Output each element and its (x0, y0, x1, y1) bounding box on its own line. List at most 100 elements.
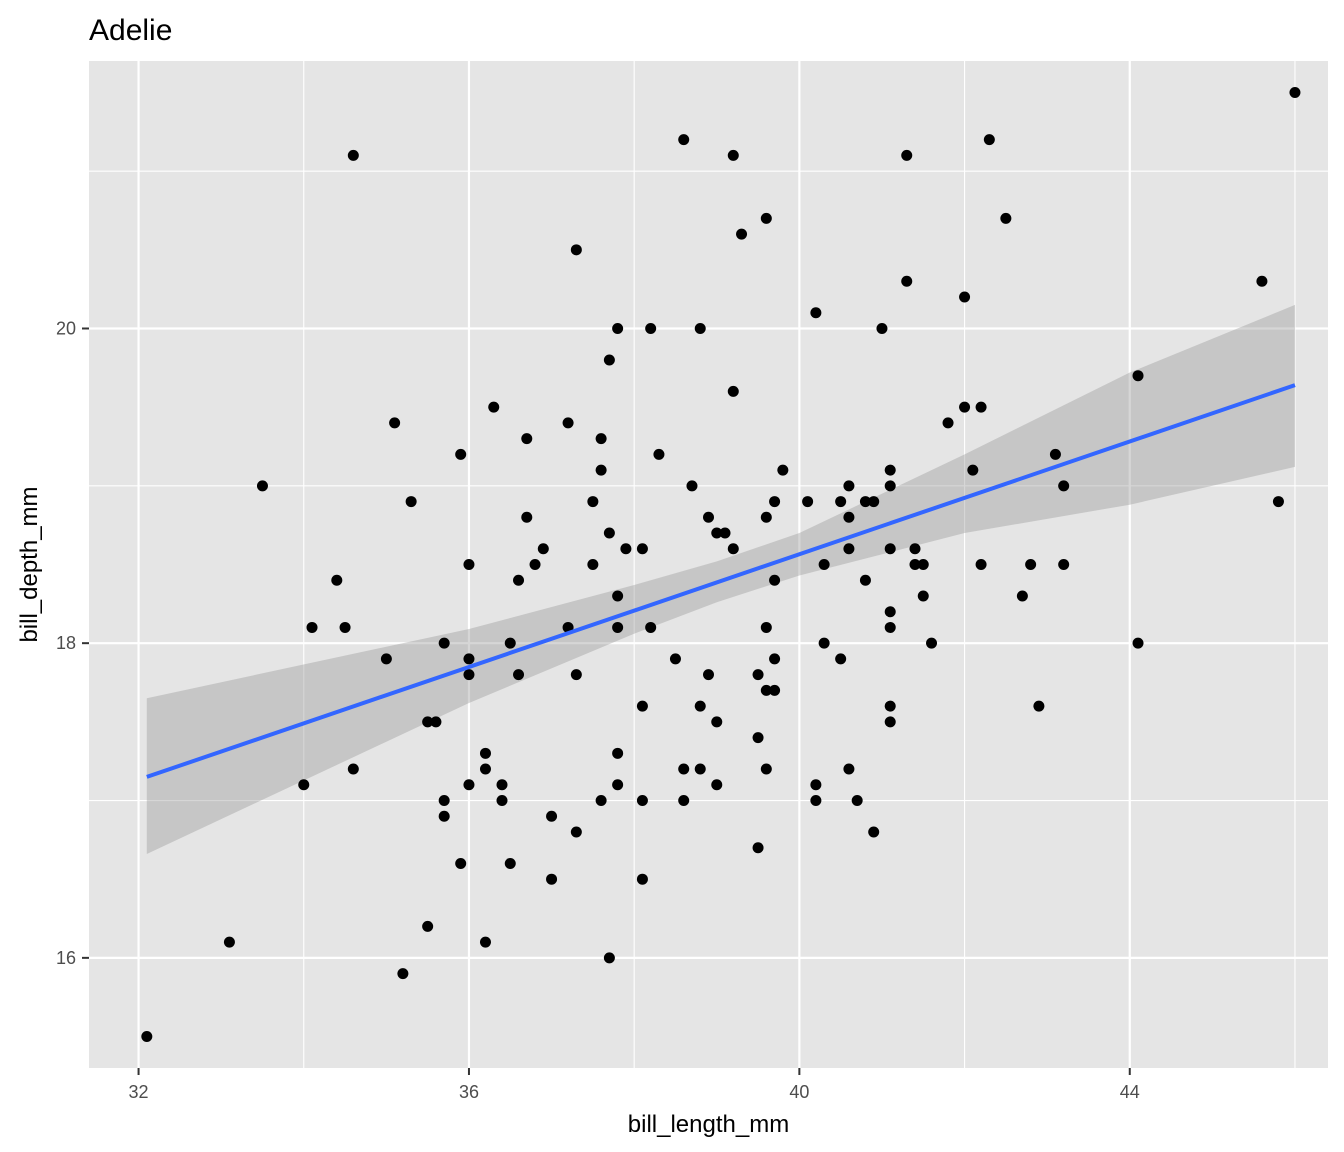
data-point (1058, 480, 1070, 492)
data-point (983, 134, 995, 146)
data-point (603, 354, 615, 366)
data-point (347, 149, 359, 161)
data-point (909, 559, 921, 570)
data-point (1058, 559, 1070, 570)
data-point (760, 684, 772, 696)
data-point (901, 149, 913, 161)
data-point (389, 417, 401, 429)
data-point (455, 857, 467, 869)
data-point (513, 669, 525, 681)
data-point (884, 700, 896, 712)
data-point (570, 244, 582, 256)
data-point (380, 653, 392, 665)
plot-panel (89, 61, 1328, 1068)
data-point (570, 669, 582, 681)
data-point (438, 795, 450, 807)
data-point (546, 810, 558, 822)
data-point (769, 496, 781, 508)
data-point (603, 952, 615, 964)
data-point (917, 559, 929, 570)
data-point (1033, 700, 1045, 712)
data-point (752, 669, 764, 681)
data-point (769, 684, 781, 696)
data-point (513, 574, 525, 586)
regression-line (146, 383, 1296, 779)
data-point (562, 417, 574, 429)
data-point (479, 936, 491, 948)
data-point (876, 322, 888, 334)
data-point (975, 559, 987, 570)
data-point (694, 322, 706, 334)
data-point (967, 464, 979, 476)
data-point (760, 763, 772, 775)
data-point (926, 637, 938, 649)
data-point (587, 496, 599, 508)
data-point (504, 637, 516, 649)
data-point (1132, 637, 1144, 649)
data-point (397, 968, 409, 980)
data-point (760, 621, 772, 633)
data-point (256, 480, 268, 492)
data-point (975, 401, 987, 413)
data-point (769, 653, 781, 665)
fit-line-layer (146, 383, 1296, 779)
data-point (884, 480, 896, 492)
data-point (612, 779, 624, 791)
x-tick-label: 40 (789, 1082, 809, 1102)
data-point (636, 543, 648, 555)
data-point (810, 779, 822, 791)
data-point (595, 464, 607, 476)
data-point (479, 763, 491, 775)
x-tick-label: 44 (1120, 1082, 1140, 1102)
data-points (141, 86, 1301, 1043)
y-tick-label: 16 (56, 948, 76, 968)
data-point (703, 669, 714, 681)
data-point (653, 448, 665, 460)
data-point (727, 149, 739, 161)
data-point (504, 857, 516, 869)
data-point (422, 920, 434, 932)
data-point (917, 590, 929, 602)
data-point (752, 732, 764, 744)
data-point (694, 763, 706, 775)
data-point (496, 779, 508, 791)
data-point (835, 496, 847, 508)
data-point (818, 559, 830, 570)
data-point (570, 826, 582, 838)
data-point (306, 621, 318, 633)
data-point (818, 637, 830, 649)
data-point (645, 322, 657, 334)
data-point (719, 527, 731, 539)
data-point (678, 134, 690, 146)
data-point (612, 322, 624, 334)
data-point (1272, 496, 1284, 508)
data-point (612, 590, 624, 602)
data-point (223, 936, 235, 948)
data-point (686, 480, 698, 492)
major-gridlines (89, 61, 1328, 1068)
data-point (463, 653, 475, 665)
data-point (942, 417, 954, 429)
data-point (884, 464, 896, 476)
data-point (645, 621, 657, 633)
data-point (1256, 275, 1268, 287)
data-point (479, 747, 491, 759)
data-point (884, 543, 896, 555)
data-point (703, 511, 714, 523)
x-axis: 32 36 40 44 (129, 1068, 1140, 1102)
x-tick-label: 32 (129, 1082, 149, 1102)
data-point (595, 433, 607, 445)
data-point (438, 810, 450, 822)
minor-gridlines (89, 61, 1328, 1068)
y-tick-label: 18 (56, 633, 76, 653)
data-point (736, 228, 748, 240)
data-point (1025, 559, 1037, 570)
data-point (595, 795, 607, 807)
data-point (1289, 86, 1301, 98)
data-point (521, 433, 533, 445)
data-point (678, 763, 690, 775)
data-point (546, 873, 558, 885)
data-point (868, 496, 880, 508)
data-point (463, 559, 475, 570)
data-point (851, 795, 863, 807)
